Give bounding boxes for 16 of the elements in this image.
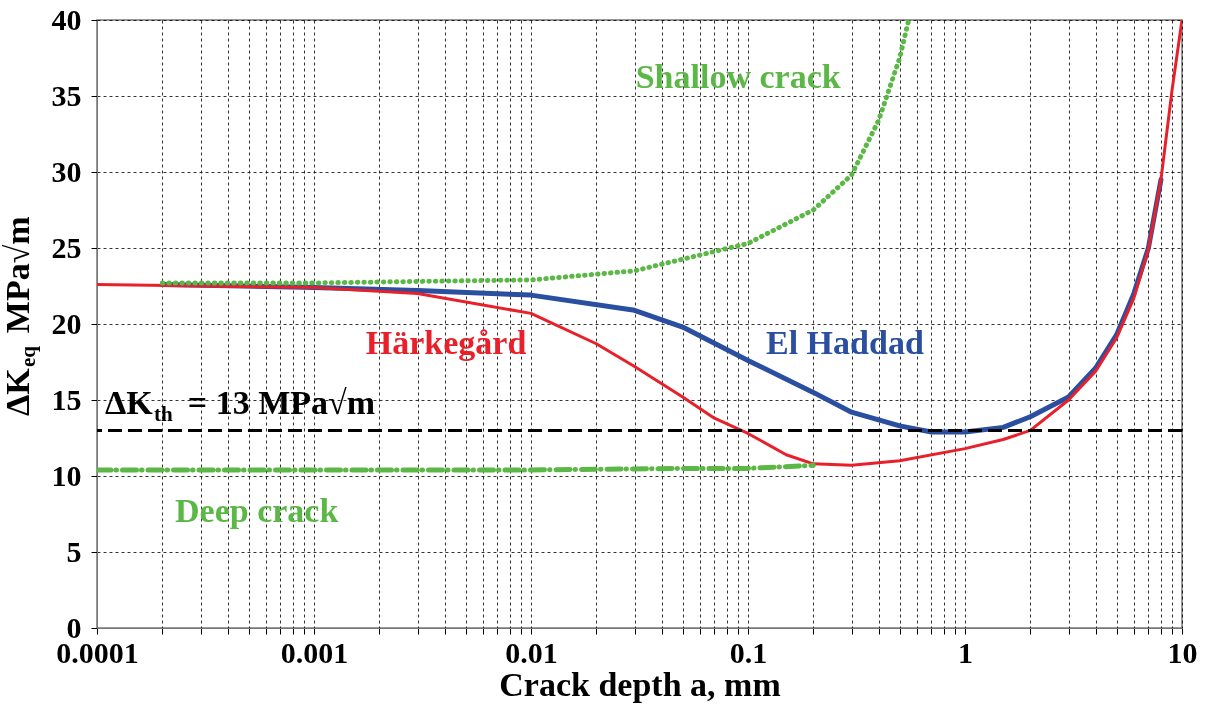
y-axis-title: ΔKeq MPa√m	[0, 216, 41, 416]
y-tick-label: 25	[51, 230, 82, 264]
series-label: El Haddad	[766, 324, 924, 362]
y-tick-label: 5	[66, 534, 82, 568]
y-tick-label: 40	[51, 2, 82, 36]
series-label: Härkegård	[365, 323, 527, 361]
y-tick-label: 35	[51, 78, 82, 112]
series-label: Shallow crack	[635, 58, 841, 96]
x-tick-label: 10	[1167, 635, 1198, 669]
x-tick-label: 1	[958, 635, 973, 669]
y-tick-label: 10	[51, 458, 82, 492]
y-tick-label: 20	[51, 306, 82, 340]
y-tick-label: 15	[51, 382, 82, 416]
x-tick-label: 0.001	[280, 635, 349, 669]
series-label: Deep crack	[175, 491, 339, 529]
y-tick-label: 30	[51, 154, 82, 188]
